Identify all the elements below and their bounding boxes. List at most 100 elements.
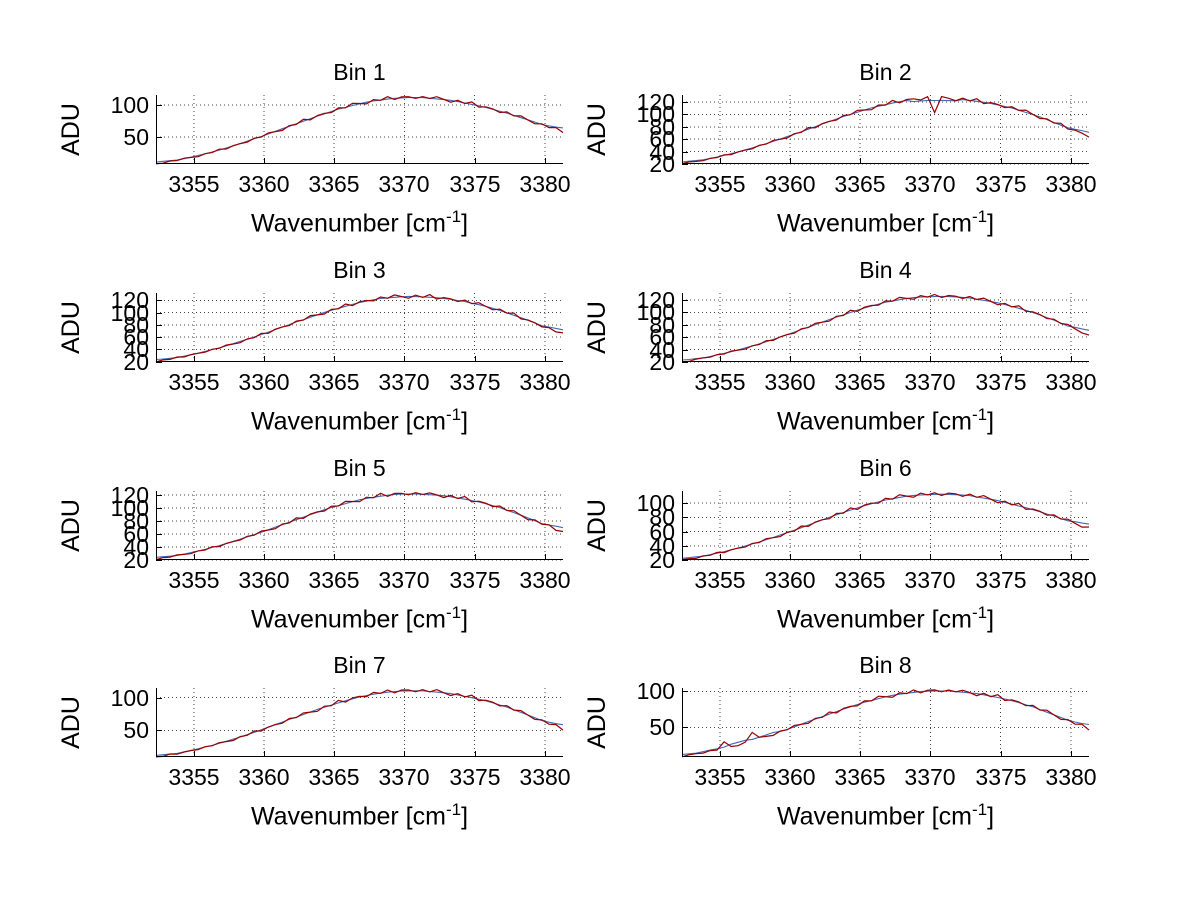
y-tick-label: 100 [636, 678, 675, 704]
x-tick-label: 3380 [519, 764, 571, 790]
y-tick-label: 100 [110, 92, 149, 118]
x-tick-label: 3355 [168, 369, 220, 395]
y-tick-label: 100 [636, 490, 675, 516]
x-tick-label: 3365 [308, 567, 360, 593]
x-tick-label: 3375 [449, 764, 501, 790]
y-tick-label: 80 [649, 312, 675, 338]
subplot-bin-7: Bin 7 ADU Wavenumber [cm-1] 3355 3360 3365… [57, 652, 571, 830]
spectrum-line [681, 492, 1090, 561]
plot-title: Bin 5 [333, 455, 386, 481]
y-tick-label: 120 [636, 89, 675, 115]
plot-area [155, 688, 564, 758]
y-tick-label: 40 [123, 336, 149, 362]
x-tick-label: 3360 [238, 567, 290, 593]
y-tick-label: 60 [649, 126, 675, 152]
x-tick-label: 3380 [1045, 171, 1097, 197]
x-tick-label: 3365 [308, 369, 360, 395]
x-tick-label: 3370 [904, 567, 956, 593]
plot-area [681, 95, 1090, 165]
x-tick-label: 3360 [238, 369, 290, 395]
y-tick-label: 40 [649, 139, 675, 165]
plot-title: Bin 1 [333, 59, 386, 85]
x-tick-label: 3370 [904, 369, 956, 395]
x-tick-label: 3360 [764, 171, 816, 197]
x-tick-label: 3375 [449, 171, 501, 197]
x-tick-label: 3355 [168, 764, 220, 790]
plot-area [155, 95, 564, 165]
x-tick-label: 3370 [378, 369, 430, 395]
x-tick-label: 3380 [519, 567, 571, 593]
y-tick-label: 20 [123, 547, 149, 573]
y-tick-label: 40 [649, 533, 675, 559]
spectrum-line [681, 689, 1090, 758]
x-tick-label: 3365 [308, 764, 360, 790]
x-tick-label: 3360 [238, 764, 290, 790]
spectrum-line [155, 293, 564, 363]
plot-title: Bin 3 [333, 257, 386, 283]
y-tick-label: 40 [649, 337, 675, 363]
x-tick-label: 3375 [975, 171, 1027, 197]
x-tick-label: 3370 [378, 567, 430, 593]
x-tick-label: 3370 [904, 171, 956, 197]
x-tick-label: 3375 [449, 369, 501, 395]
x-tick-label: 3370 [378, 764, 430, 790]
y-tick-label: 80 [123, 312, 149, 338]
y-tick-label: 120 [636, 287, 675, 313]
x-tick-label: 3365 [834, 171, 886, 197]
x-tick-label: 3360 [764, 369, 816, 395]
x-tick-label: 3365 [834, 567, 886, 593]
x-tick-label: 3380 [1045, 369, 1097, 395]
underlay-line [681, 295, 1090, 361]
y-tick-label: 60 [649, 324, 675, 350]
x-tick-label: 3380 [1045, 764, 1097, 790]
spectrum-line [155, 688, 564, 758]
y-tick-label: 50 [123, 717, 149, 743]
x-tick-label: 3380 [519, 369, 571, 395]
x-tick-label: 3370 [904, 764, 956, 790]
y-tick-label: 80 [123, 508, 149, 534]
y-tick-label: 100 [636, 101, 675, 127]
spectrum-line [681, 293, 1090, 363]
x-tick-label: 3355 [168, 567, 220, 593]
x-tick-label: 3365 [834, 764, 886, 790]
y-tick-label: 100 [636, 299, 675, 325]
spectrum-line [155, 492, 564, 561]
subplot-bin-5: Bin 5 ADU Wavenumber [cm-1] 3355 3360 3365… [57, 455, 571, 633]
y-tick-label: 80 [649, 504, 675, 530]
spectrum-line [155, 95, 564, 165]
x-tick-label: 3355 [694, 764, 746, 790]
plot-title: Bin 4 [859, 257, 912, 283]
y-tick-label: 100 [110, 300, 149, 326]
underlay-line [681, 99, 1090, 163]
subplot-bin-1: Bin 1 ADU Wavenumber [cm-1] 3355 3360 3365… [57, 59, 571, 237]
y-tick-label: 50 [649, 714, 675, 740]
x-tick-label: 3365 [834, 369, 886, 395]
y-tick-label: 120 [110, 482, 149, 508]
plot-title: Bin 6 [859, 455, 912, 481]
plot-title: Bin 2 [859, 59, 912, 85]
y-tick-label: 20 [649, 151, 675, 177]
y-tick-label: 50 [123, 124, 149, 150]
subplot-bin-8: Bin 8 ADU Wavenumber [cm-1] 3355 3360 3365… [583, 652, 1097, 830]
underlay-line [155, 493, 564, 558]
y-tick-label: 60 [123, 324, 149, 350]
underlay-line [155, 690, 564, 756]
x-tick-label: 3380 [1045, 567, 1097, 593]
x-tick-label: 3355 [694, 369, 746, 395]
subplot-bin-4: Bin 4 ADU Wavenumber [cm-1] 3355 3360 3365… [583, 257, 1097, 435]
x-axis-label: Wavenumber [cm-1] [250, 800, 469, 831]
x-axis-label: Wavenumber [cm-1] [776, 800, 995, 831]
x-axis-label: Wavenumber [cm-1] [776, 603, 995, 634]
x-axis-label: Wavenumber [cm-1] [776, 207, 995, 238]
subplot-bin-6: Bin 6 ADU Wavenumber [cm-1] 3355 3360 3365… [583, 455, 1097, 633]
x-tick-label: 3355 [694, 567, 746, 593]
x-tick-label: 3375 [449, 567, 501, 593]
y-tick-label: 20 [649, 547, 675, 573]
plot-area [681, 293, 1090, 363]
x-axis-label: Wavenumber [cm-1] [250, 207, 469, 238]
subplot-bin-2: Bin 2 ADU Wavenumber [cm-1] 3355 3360 3365… [583, 59, 1097, 237]
y-tick-label: 40 [123, 534, 149, 560]
y-tick-label: 120 [110, 287, 149, 313]
x-axis-label: Wavenumber [cm-1] [776, 405, 995, 436]
